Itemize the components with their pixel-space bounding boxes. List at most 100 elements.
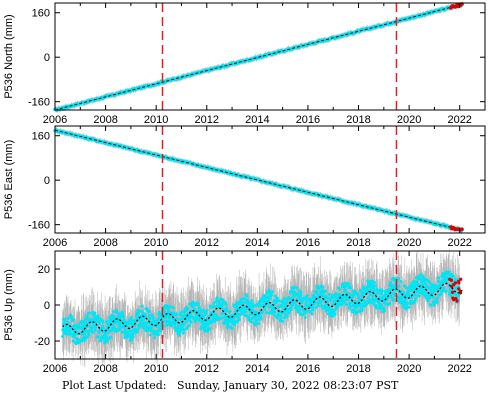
x-tick-label: 2016 — [296, 114, 320, 126]
data-point — [101, 320, 105, 324]
data-point — [370, 300, 374, 304]
y-tick-label: -160 — [28, 220, 50, 232]
data-point — [334, 293, 338, 297]
data-point — [324, 289, 328, 293]
data-point — [137, 310, 141, 314]
data-point — [91, 330, 95, 334]
data-point — [257, 321, 261, 325]
data-point — [239, 312, 243, 316]
data-point — [249, 306, 253, 310]
data-point — [235, 305, 239, 309]
data-point — [114, 308, 118, 312]
data-point — [352, 293, 356, 297]
data-point — [332, 295, 336, 299]
data-point — [192, 307, 196, 311]
data-point — [371, 294, 375, 298]
data-point — [139, 320, 143, 324]
data-point — [349, 286, 353, 290]
data-point — [147, 314, 151, 318]
data-point — [136, 314, 140, 318]
data-point — [222, 315, 226, 319]
data-point — [382, 309, 386, 313]
data-point — [245, 298, 249, 302]
data-point — [397, 284, 401, 288]
data-point — [401, 295, 405, 299]
data-point — [207, 314, 211, 318]
data-point — [201, 325, 205, 329]
data-point — [201, 315, 205, 319]
data-point — [367, 301, 371, 305]
data-point — [168, 305, 172, 309]
data-point — [214, 300, 218, 304]
data-point — [251, 308, 255, 312]
data-point — [175, 313, 179, 317]
data-point — [215, 296, 219, 300]
data-point — [83, 338, 87, 342]
data-point — [205, 330, 209, 334]
data-point — [241, 297, 245, 301]
data-point — [131, 332, 135, 336]
data-point — [135, 330, 139, 334]
data-point — [251, 305, 255, 309]
data-point — [260, 311, 264, 315]
data-point — [111, 310, 115, 314]
x-tick-label: 2008 — [93, 237, 117, 249]
data-point — [249, 320, 253, 324]
data-point — [377, 302, 381, 306]
data-point — [211, 305, 215, 309]
data-point — [347, 282, 351, 286]
data-point — [158, 327, 162, 331]
data-point — [238, 302, 242, 306]
data-point — [373, 299, 377, 303]
data-point — [178, 318, 182, 322]
data-point — [123, 328, 127, 332]
x-tick-label: 2018 — [346, 114, 370, 126]
y-tick-label: 160 — [32, 131, 50, 143]
data-point — [104, 332, 108, 336]
data-point — [244, 310, 248, 314]
data-point — [250, 299, 254, 303]
data-point — [349, 304, 353, 308]
data-point — [211, 302, 215, 306]
data-point — [336, 305, 340, 309]
data-point — [171, 306, 175, 310]
data-point — [198, 319, 202, 323]
data-point — [300, 300, 304, 304]
x-tick-label: 2010 — [144, 237, 168, 249]
data-point — [368, 298, 372, 302]
data-point — [120, 330, 124, 334]
data-point — [93, 311, 97, 315]
data-point — [83, 333, 87, 337]
x-tick-label: 2008 — [93, 114, 117, 126]
data-point — [333, 312, 337, 316]
x-tick-label: 2022 — [447, 114, 471, 126]
data-point — [202, 322, 206, 326]
x-tick-label: 2010 — [144, 114, 168, 126]
data-point — [120, 310, 124, 314]
data-point — [368, 293, 372, 297]
data-point — [82, 336, 86, 340]
x-tick-label: 2020 — [397, 237, 421, 249]
data-point — [225, 306, 229, 310]
data-point — [224, 318, 228, 322]
data-point — [389, 293, 393, 297]
data-point — [85, 335, 89, 339]
data-point — [280, 305, 284, 309]
data-point — [191, 304, 195, 308]
x-tick-label: 2006 — [43, 114, 67, 126]
data-point — [243, 300, 247, 304]
data-point — [151, 316, 155, 320]
data-point — [268, 297, 272, 301]
data-point — [228, 309, 232, 313]
y-tick-label: 0 — [44, 52, 50, 64]
data-point — [380, 289, 384, 293]
data-point — [93, 328, 97, 332]
data-point — [129, 329, 133, 333]
data-point — [383, 295, 387, 299]
x-tick-label: 2022 — [447, 237, 471, 249]
data-point — [72, 318, 76, 322]
data-point — [378, 306, 382, 310]
data-point — [112, 326, 116, 330]
data-point — [388, 301, 392, 305]
x-tick-label: 2020 — [397, 114, 421, 126]
